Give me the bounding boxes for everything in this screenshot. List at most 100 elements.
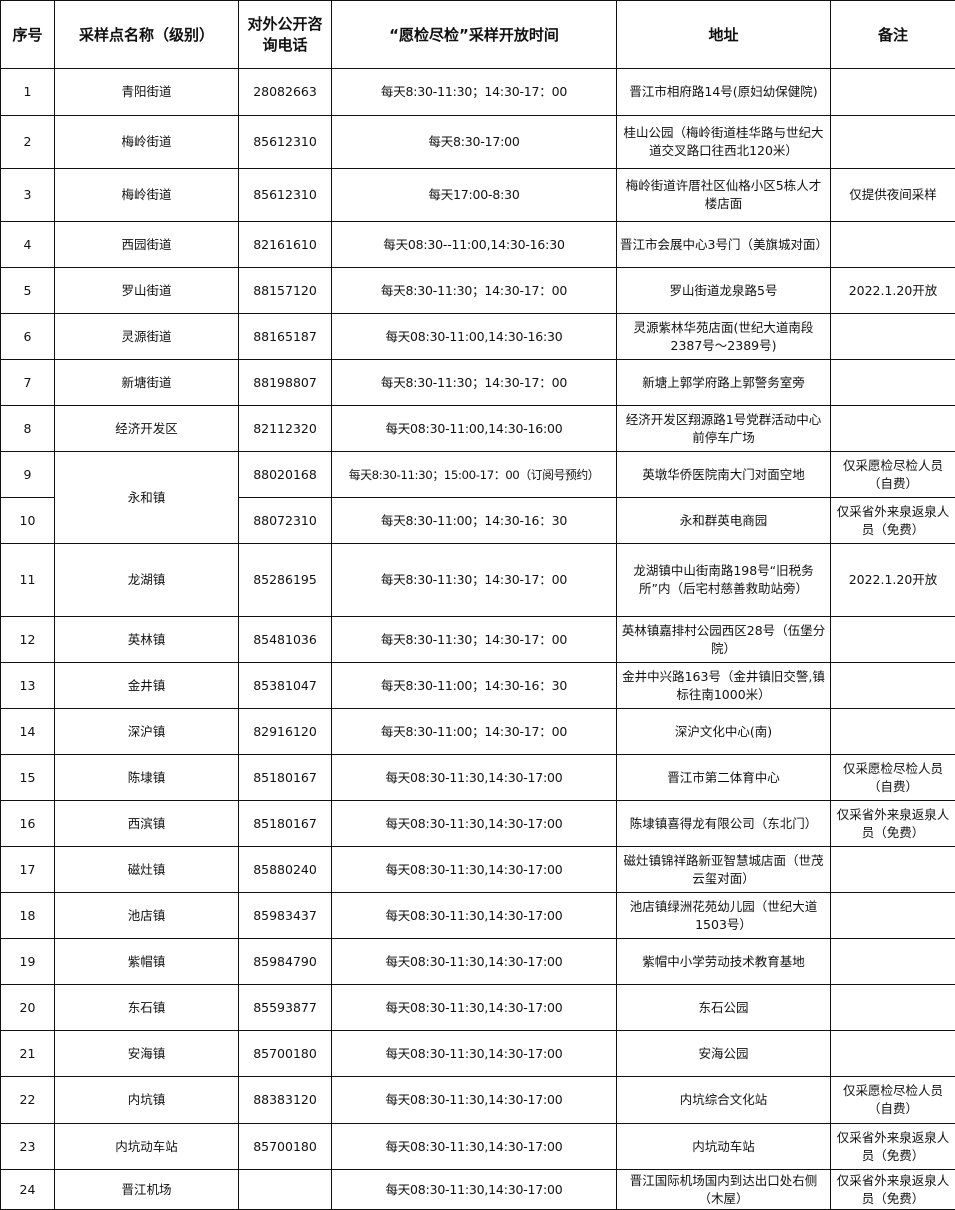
cell-phone: 88072310 <box>239 498 332 544</box>
cell-site-name: 龙湖镇 <box>55 544 239 617</box>
cell-phone: 85612310 <box>239 169 332 222</box>
cell-address: 紫帽中小学劳动技术教育基地 <box>617 939 831 985</box>
cell-index: 17 <box>1 847 55 893</box>
cell-index: 23 <box>1 1124 55 1170</box>
cell-index: 9 <box>1 452 55 498</box>
cell-site-name: 灵源街道 <box>55 314 239 360</box>
cell-address: 晋江市相府路14号(原妇幼保健院) <box>617 69 831 116</box>
cell-index: 11 <box>1 544 55 617</box>
cell-address: 金井中兴路163号（金井镇旧交警,镇标往南1000米） <box>617 663 831 709</box>
cell-note <box>831 663 955 709</box>
cell-address: 新塘上郭学府路上郭警务室旁 <box>617 360 831 406</box>
cell-note <box>831 314 955 360</box>
cell-index: 2 <box>1 116 55 169</box>
cell-open-time: 每天08:30-11:30,14:30-17:00 <box>332 801 617 847</box>
cell-note: 仅采省外来泉返泉人员（免费） <box>831 1124 955 1170</box>
cell-address: 晋江市第二体育中心 <box>617 755 831 801</box>
cell-site-name: 西滨镇 <box>55 801 239 847</box>
cell-note <box>831 1031 955 1077</box>
cell-note <box>831 939 955 985</box>
cell-index: 16 <box>1 801 55 847</box>
cell-site-name: 东石镇 <box>55 985 239 1031</box>
cell-site-name: 深沪镇 <box>55 709 239 755</box>
cell-phone: 85700180 <box>239 1124 332 1170</box>
cell-site-name: 安海镇 <box>55 1031 239 1077</box>
cell-address: 英林镇嘉排村公园西区28号（伍堡分院） <box>617 617 831 663</box>
cell-index: 14 <box>1 709 55 755</box>
cell-phone: 85381047 <box>239 663 332 709</box>
cell-open-time: 每天8:30-11:30；14:30-17：00 <box>332 69 617 116</box>
cell-site-name: 池店镇 <box>55 893 239 939</box>
cell-site-name: 梅岭街道 <box>55 116 239 169</box>
cell-open-time: 每天8:30-11:00；14:30-16：30 <box>332 663 617 709</box>
cell-note: 仅采省外来泉返泉人员（免费） <box>831 801 955 847</box>
cell-site-name: 金井镇 <box>55 663 239 709</box>
cell-phone: 28082663 <box>239 69 332 116</box>
cell-phone: 82161610 <box>239 222 332 268</box>
cell-index: 20 <box>1 985 55 1031</box>
cell-open-time: 每天8:30-11:30；14:30-17：00 <box>332 544 617 617</box>
cell-note <box>831 69 955 116</box>
cell-phone: 85880240 <box>239 847 332 893</box>
cell-note: 仅采愿检尽检人员（自费） <box>831 755 955 801</box>
cell-open-time: 每天08:30-11:00,14:30-16:30 <box>332 314 617 360</box>
cell-note <box>831 847 955 893</box>
cell-phone: 85180167 <box>239 755 332 801</box>
cell-phone: 85984790 <box>239 939 332 985</box>
cell-note <box>831 709 955 755</box>
cell-index: 10 <box>1 498 55 544</box>
cell-address: 灵源紫林华苑店面(世纪大道南段2387号～2389号) <box>617 314 831 360</box>
cell-note <box>831 406 955 452</box>
cell-site-name: 内坑动车站 <box>55 1124 239 1170</box>
cell-index: 3 <box>1 169 55 222</box>
cell-address: 深沪文化中心(南) <box>617 709 831 755</box>
cell-address: 永和群英电商园 <box>617 498 831 544</box>
cell-open-time: 每天08:30--11:00,14:30-16:30 <box>332 222 617 268</box>
cell-site-name: 内坑镇 <box>55 1077 239 1124</box>
cell-phone: 82916120 <box>239 709 332 755</box>
cell-index: 24 <box>1 1170 55 1210</box>
cell-open-time: 每天08:30-11:30,14:30-17:00 <box>332 1170 617 1210</box>
cell-note: 2022.1.20开放 <box>831 544 955 617</box>
cell-site-name: 紫帽镇 <box>55 939 239 985</box>
cell-index: 19 <box>1 939 55 985</box>
cell-open-time: 每天08:30-11:30,14:30-17:00 <box>332 985 617 1031</box>
cell-phone: 88383120 <box>239 1077 332 1124</box>
cell-index: 18 <box>1 893 55 939</box>
header-row: 序号 采样点名称（级别） 对外公开咨询电话 “愿检尽检”采样开放时间 地址 备注 <box>1 1 955 69</box>
cell-phone: 85700180 <box>239 1031 332 1077</box>
cell-open-time: 每天08:30-11:30,14:30-17:00 <box>332 939 617 985</box>
cell-site-name: 西园街道 <box>55 222 239 268</box>
cell-address: 晋江市会展中心3号门（美旗城对面） <box>617 222 831 268</box>
cell-open-time: 每天08:30-11:30,14:30-17:00 <box>332 893 617 939</box>
cell-note <box>831 617 955 663</box>
cell-note <box>831 985 955 1031</box>
header-site-name: 采样点名称（级别） <box>55 1 239 69</box>
cell-open-time: 每天8:30-11:00；14:30-17：00 <box>332 709 617 755</box>
cell-note: 2022.1.20开放 <box>831 268 955 314</box>
cell-index: 7 <box>1 360 55 406</box>
cell-address: 龙湖镇中山街南路198号“旧税务所”内（后宅村慈善救助站旁） <box>617 544 831 617</box>
cell-open-time: 每天8:30-11:00；14:30-16：30 <box>332 498 617 544</box>
cell-site-name: 经济开发区 <box>55 406 239 452</box>
cell-address: 陈埭镇喜得龙有限公司（东北门） <box>617 801 831 847</box>
cell-open-time: 每天8:30-17:00 <box>332 116 617 169</box>
cell-index: 1 <box>1 69 55 116</box>
cell-phone: 85180167 <box>239 801 332 847</box>
cell-site-name: 青阳街道 <box>55 69 239 116</box>
cell-phone: 88165187 <box>239 314 332 360</box>
cell-site-name: 永和镇 <box>55 452 239 544</box>
cell-open-time: 每天8:30-11:30；15:00-17：00（订阅号预约） <box>332 452 617 498</box>
